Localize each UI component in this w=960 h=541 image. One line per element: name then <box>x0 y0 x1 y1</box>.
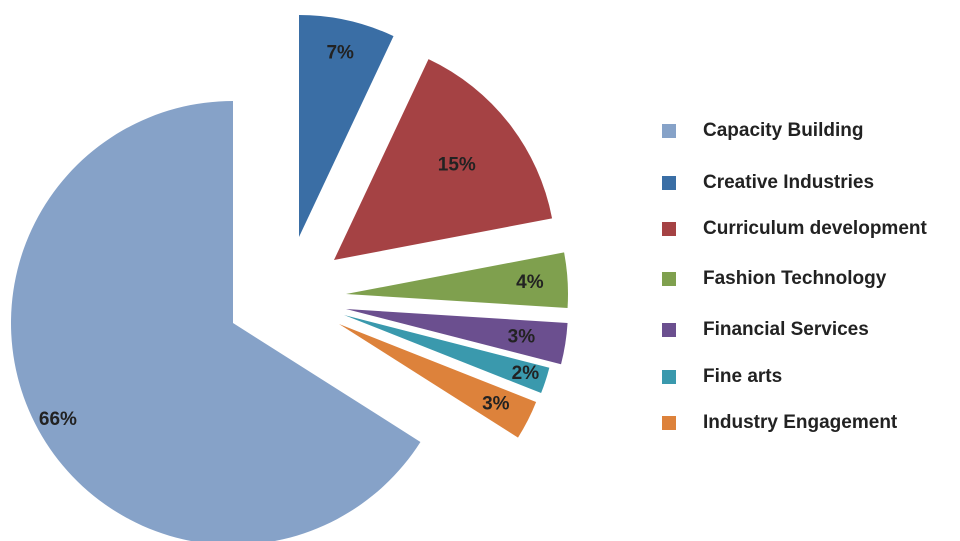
legend-swatch <box>662 124 676 138</box>
slice-label-curriculum-development: 15% <box>438 154 476 175</box>
slice-label-fashion-technology: 4% <box>516 272 544 293</box>
legend-label: Curriculum development <box>703 218 927 239</box>
legend-swatch <box>662 416 676 430</box>
pie-slice-creative-industries <box>299 15 394 237</box>
legend-item-industry-engagement: Industry Engagement <box>662 410 897 436</box>
legend-label: Financial Services <box>703 319 869 340</box>
legend-label: Capacity Building <box>703 120 864 141</box>
pie-slice-fine-arts <box>344 315 550 394</box>
legend-swatch <box>662 323 676 337</box>
slice-label-industry-engagement: 3% <box>482 393 510 414</box>
slice-label-financial-services: 3% <box>508 326 536 347</box>
pie-slice-curriculum-development <box>334 59 553 260</box>
legend-label: Creative Industries <box>703 172 875 193</box>
legend-label: Industry Engagement <box>703 412 898 433</box>
pie-slice-fashion-technology <box>346 252 568 308</box>
legend-item-curriculum-development: Curriculum development <box>662 216 927 242</box>
chart-legend: Capacity Building Creative Industries Curr… <box>662 0 960 541</box>
slice-label-fine-arts: 2% <box>512 363 540 384</box>
legend-swatch <box>662 272 676 286</box>
legend-item-creative-industries: Creative Industries <box>662 170 874 196</box>
pie-slice-industry-engagement <box>339 324 537 438</box>
pie-slice-capacity-building <box>11 101 421 541</box>
legend-item-financial-services: Financial Services <box>662 317 869 343</box>
pie-slice-financial-services <box>346 309 568 365</box>
legend-item-fashion-technology: Fashion Technology <box>662 266 886 292</box>
legend-item-fine-arts: Fine arts <box>662 364 782 390</box>
legend-item-capacity-building: Capacity Building <box>662 118 863 144</box>
legend-swatch <box>662 370 676 384</box>
slice-label-capacity-building: 66% <box>39 409 77 430</box>
legend-label: Fashion Technology <box>703 268 887 289</box>
slice-label-creative-industries: 7% <box>326 42 354 63</box>
legend-swatch <box>662 222 676 236</box>
legend-swatch <box>662 176 676 190</box>
legend-label: Fine arts <box>703 366 783 387</box>
